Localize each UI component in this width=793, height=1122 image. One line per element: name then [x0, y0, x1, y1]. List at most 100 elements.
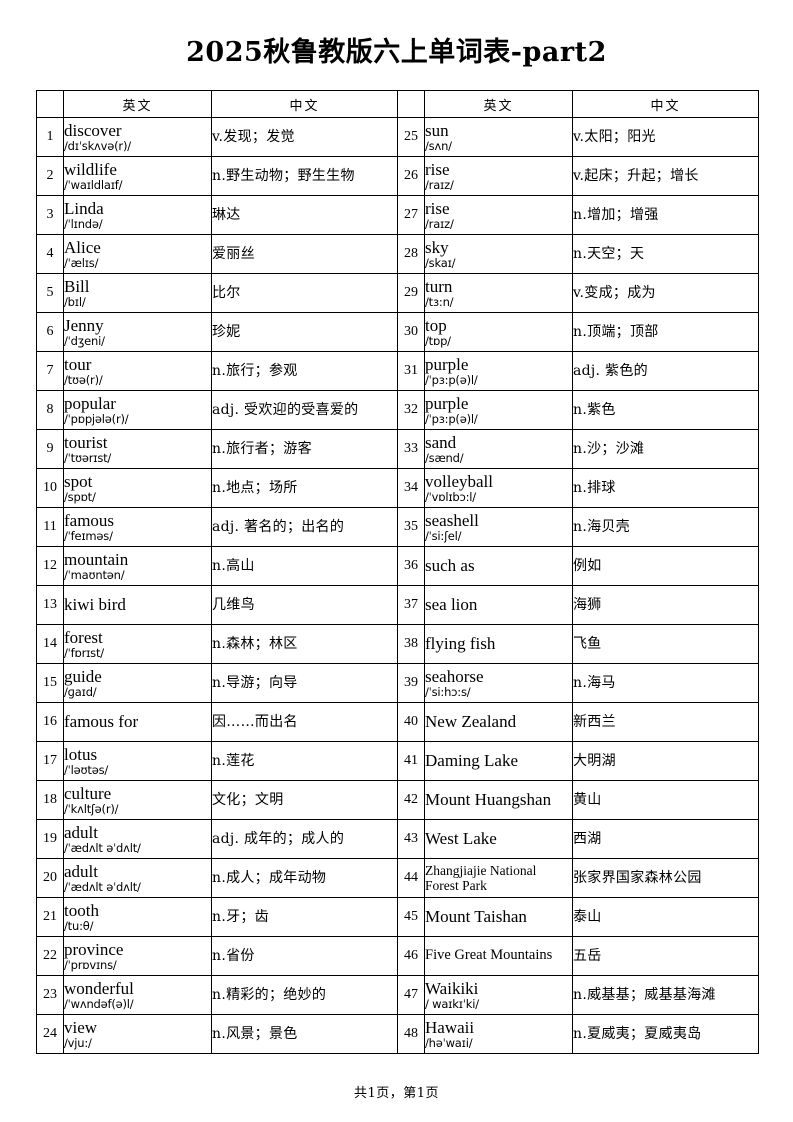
english-word: wildlife	[64, 159, 117, 179]
english-cell-right: purple/ˈpɜ:p(ə)l/	[424, 351, 573, 391]
english-cell-left: Jenny/ˈdʒeni/	[63, 312, 212, 352]
english-cell-right: sun/sʌn/	[424, 117, 573, 157]
chinese-cell-left: n.莲花	[211, 741, 398, 781]
english-word: Linda	[64, 198, 104, 218]
english-word: turn	[425, 276, 453, 296]
chinese-cell-left: n.旅行；参观	[211, 351, 398, 391]
english-word: Daming Lake	[425, 750, 518, 770]
row-number-left: 23	[36, 975, 64, 1015]
english-word: sea lion	[425, 594, 478, 614]
column-header-chinese-right: 中文	[572, 90, 759, 118]
chinese-cell-right: n.沙；沙滩	[572, 429, 759, 469]
chinese-cell-right: v.太阳；阳光	[572, 117, 759, 157]
row-number-right: 36	[397, 546, 425, 586]
chinese-cell-right: n.海贝壳	[572, 507, 759, 547]
table-row: 9 tourist/ˈtʊərɪst/n.旅行者；游客 33 sand/sænd/n.…	[36, 429, 759, 469]
english-word: sun	[425, 120, 449, 140]
row-number-right: 31	[397, 351, 425, 391]
row-number-right: 47	[397, 975, 425, 1015]
chinese-cell-left: n.成人；成年动物	[211, 858, 398, 898]
chinese-cell-left: n.精彩的；绝妙的	[211, 975, 398, 1015]
row-number-left: 10	[36, 468, 64, 508]
english-word: Hawaii	[425, 1017, 475, 1037]
phonetic-transcription: /tu:θ/	[64, 918, 94, 933]
row-number-left: 8	[36, 390, 64, 430]
english-cell-left: forest/ˈfɒrɪst/	[63, 624, 212, 664]
row-number-right: 26	[397, 156, 425, 196]
english-word: top	[425, 315, 447, 335]
row-number-right: 30	[397, 312, 425, 352]
row-number-left: 11	[36, 507, 64, 547]
english-word: mountain	[64, 549, 129, 569]
english-word: popular	[64, 393, 116, 413]
english-cell-right: sea lion	[424, 585, 573, 625]
chinese-cell-right: n.顶端；顶部	[572, 312, 759, 352]
chinese-cell-left: 几维鸟	[211, 585, 398, 625]
english-cell-left: mountain/ˈmaʊntən/	[63, 546, 212, 586]
english-word: view	[64, 1017, 98, 1037]
row-number-left: 22	[36, 936, 64, 976]
english-cell-left: tooth/tu:θ/	[63, 897, 212, 937]
vocabulary-table: 英文 中文 英文 中文 1 discover/dɪˈskʌvə(r)/v.发现；发…	[36, 90, 759, 1054]
english-word: purple	[425, 354, 469, 374]
table-row: 22 province/ˈprɒvɪns/n.省份 46 Five Great Mou…	[36, 936, 759, 976]
row-number-left: 24	[36, 1014, 64, 1054]
row-number-left: 5	[36, 273, 64, 313]
row-number-left: 15	[36, 663, 64, 703]
english-cell-right: seashell/ˈsi:ʃel/	[424, 507, 573, 547]
chinese-cell-left: 文化；文明	[211, 780, 398, 820]
row-number-right: 46	[397, 936, 425, 976]
phonetic-transcription: /ˈləʊtəs/	[64, 762, 109, 777]
english-cell-right: Hawaii/həˈwaɪi/	[424, 1014, 573, 1054]
chinese-cell-left: 爱丽丝	[211, 234, 398, 274]
english-cell-right: Five Great Mountains	[424, 936, 573, 976]
english-cell-right: seahorse/ˈsi:hɔ:s/	[424, 663, 573, 703]
row-number-left: 6	[36, 312, 64, 352]
phonetic-transcription: /sænd/	[425, 450, 464, 465]
table-row: 8 popular/ˈpɒpjələ(r)/adj. 受欢迎的受喜爱的 32 purp…	[36, 390, 759, 430]
english-cell-left: Linda/ˈlɪndə/	[63, 195, 212, 235]
english-word: volleyball	[425, 471, 493, 491]
english-word: New Zealand	[425, 711, 517, 731]
row-number-right: 25	[397, 117, 425, 157]
phonetic-transcription: /ˈwaɪldlaɪf/	[64, 177, 123, 192]
english-word: Bill	[64, 276, 90, 296]
phonetic-transcription: /ˈwʌndəf(ə)l/	[64, 996, 134, 1011]
english-cell-right: Mount Taishan	[424, 897, 573, 937]
chinese-cell-left: n.高山	[211, 546, 398, 586]
chinese-cell-right: n.天空；天	[572, 234, 759, 274]
english-word: purple	[425, 393, 469, 413]
phonetic-transcription: /ˈfɒrɪst/	[64, 645, 104, 660]
table-row: 15 guide/ɡaɪd/n.导游；向导 39 seahorse/ˈsi:hɔ:s/…	[36, 663, 759, 703]
english-cell-right: West Lake	[424, 819, 573, 859]
row-number-left: 12	[36, 546, 64, 586]
english-cell-right: sky/skaɪ/	[424, 234, 573, 274]
chinese-cell-left: adj. 成年的；成人的	[211, 819, 398, 859]
chinese-cell-right: 新西兰	[572, 702, 759, 742]
phonetic-transcription: /ˈpɜ:p(ə)l/	[425, 411, 478, 426]
column-header-index-left	[36, 90, 64, 118]
column-header-index-right	[397, 90, 425, 118]
row-number-left: 1	[36, 117, 64, 157]
phonetic-transcription: /tʊə(r)/	[64, 372, 103, 387]
english-cell-left: view/vju:/	[63, 1014, 212, 1054]
chinese-cell-left: n.旅行者；游客	[211, 429, 398, 469]
chinese-cell-right: 飞鱼	[572, 624, 759, 664]
chinese-cell-left: n.牙；齿	[211, 897, 398, 937]
english-word: adult	[64, 822, 98, 842]
chinese-cell-left: n.地点；场所	[211, 468, 398, 508]
row-number-left: 21	[36, 897, 64, 937]
english-word: discover	[64, 120, 122, 140]
english-word: West Lake	[425, 828, 497, 848]
english-word: Mount Taishan	[425, 906, 527, 926]
chinese-cell-right: 西湖	[572, 819, 759, 859]
table-row: 16 famous for 因……而出名 40 New Zealand 新西兰	[36, 702, 759, 742]
table-body: 1 discover/dɪˈskʌvə(r)/v.发现；发觉 25 sun/sʌn/v…	[36, 117, 759, 1054]
phonetic-transcription: /raɪz/	[425, 177, 454, 192]
english-cell-left: discover/dɪˈskʌvə(r)/	[63, 117, 212, 157]
english-cell-right: Waikiki / waɪkɪˈki/	[424, 975, 573, 1015]
row-number-left: 9	[36, 429, 64, 469]
table-row: 14 forest/ˈfɒrɪst/n.森林；林区 38 flying fish 飞鱼	[36, 624, 759, 664]
english-word: seashell	[425, 510, 479, 530]
phonetic-transcription: /ɡaɪd/	[64, 684, 97, 699]
